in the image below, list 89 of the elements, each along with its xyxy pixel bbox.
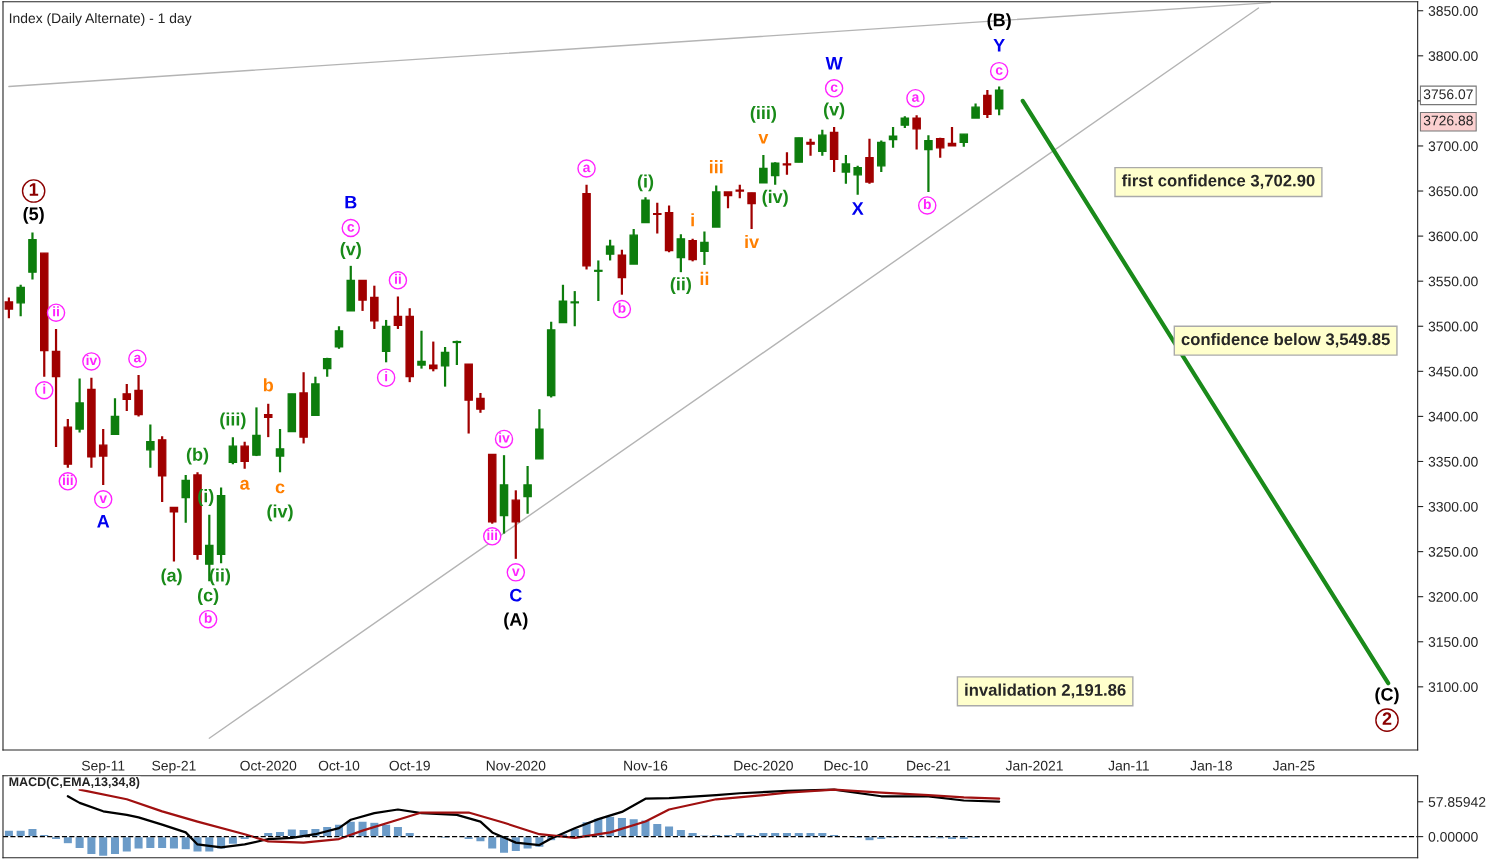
text: Index (Daily Alternate) - 1 day [9, 12, 192, 26]
annotation: (ii) [209, 568, 231, 586]
annotation: (a) [161, 568, 182, 586]
annotation: i [385, 371, 388, 382]
x-tick-label: Dec-21 [907, 760, 951, 771]
annotation: b [204, 612, 212, 623]
annotation: v [512, 568, 520, 576]
y-tick-label: 3550.00 [1428, 276, 1478, 287]
y-tick-label: 3200.00 [1428, 592, 1478, 602]
y-tick-label: 3450.00 [1428, 366, 1478, 377]
x-tick-label: Jan-2021 [1005, 760, 1063, 771]
annotation: (iii) [220, 412, 246, 430]
annotation: a [133, 354, 142, 363]
annotation: ii [53, 306, 59, 317]
annotation: W [825, 57, 843, 70]
annotation: first confidence 3,702.90 [1121, 174, 1315, 189]
annotation: c [347, 224, 355, 232]
annotation: B [345, 195, 357, 209]
x-tick-label: Jan-25 [1272, 760, 1315, 771]
y-tick-label: 3300.00 [1428, 501, 1478, 512]
annotation: (5) [23, 206, 44, 224]
annotation: 2 [1382, 712, 1392, 725]
annotation: iv [499, 432, 510, 443]
x-tick-label: Dec-10 [824, 760, 868, 771]
annotation: 1 [29, 183, 39, 196]
y-tick-label: 3150.00 [1428, 637, 1478, 647]
x-tick-label: Nov-16 [624, 760, 668, 771]
annotation: iii [709, 160, 723, 174]
annotation: (b) [186, 447, 209, 465]
annotation: i [43, 383, 46, 394]
annotation: a [583, 164, 591, 173]
annotation: (ii) [670, 277, 691, 295]
annotation: iv [86, 354, 98, 365]
chart-title: MACD(C,EMA,13,34,8) [9, 777, 140, 789]
annotation: iii [63, 474, 73, 485]
annotation: (v) [823, 102, 845, 120]
annotation: (iv) [267, 504, 293, 522]
y-tick-label: 57.85942 [1428, 797, 1486, 807]
x-tick-label: Sep-11 [81, 760, 125, 774]
y-tick-label: 3850.00 [1428, 6, 1478, 16]
annotation: X [851, 202, 864, 215]
annotation: c [995, 67, 1003, 75]
annotation: (iv) [762, 189, 788, 207]
annotation: c [830, 84, 838, 92]
text: 3756.07 [1423, 89, 1473, 100]
x-tick-label: Nov-2020 [486, 760, 546, 771]
annotation: a [240, 479, 250, 490]
y-tick-label: 0.00000 [1428, 831, 1478, 842]
x-tick-label: Oct-19 [389, 760, 430, 771]
annotation: ii [700, 271, 709, 285]
x-tick-label: Oct-2020 [240, 760, 297, 771]
annotation: invalidation 2,191.86 [965, 683, 1126, 699]
annotation: (C) [1375, 687, 1399, 705]
annotation: b [263, 378, 274, 392]
annotation: a [912, 94, 920, 102]
x-tick-label: Dec-2020 [734, 760, 793, 771]
annotation: ii [395, 273, 401, 284]
y-tick-label: 3700.00 [1428, 141, 1478, 152]
annotation: confidence below 3,549.85 [1181, 332, 1390, 348]
y-tick-label: 3250.00 [1428, 546, 1478, 557]
x-tick-label: Jan-18 [1190, 760, 1232, 771]
y-tick-label: 3350.00 [1428, 456, 1478, 467]
y-tick-label: 3600.00 [1428, 231, 1478, 242]
annotation: iii [487, 529, 498, 540]
annotation: iv [745, 234, 760, 248]
x-tick-label: Sep-21 [152, 760, 196, 774]
annotation: A [97, 515, 110, 528]
annotation: (B) [987, 13, 1011, 30]
annotation: (A) [504, 612, 528, 630]
annotation: v [99, 495, 107, 503]
annotation: c [275, 483, 285, 494]
y-tick-label: 3400.00 [1428, 411, 1478, 422]
annotation: C [510, 588, 522, 602]
annotation: (i) [637, 174, 654, 192]
text: 3726.88 [1423, 115, 1473, 126]
y-tick-label: 3650.00 [1428, 186, 1478, 197]
x-tick-label: Jan-11 [1108, 760, 1149, 771]
annotation: (v) [340, 242, 361, 259]
annotation: b [618, 302, 626, 313]
annotation: i [691, 213, 694, 227]
x-tick-label: Oct-10 [318, 760, 360, 771]
y-tick-label: 3800.00 [1428, 51, 1478, 61]
y-tick-label: 3500.00 [1428, 321, 1478, 332]
annotation: Y [993, 39, 1005, 52]
y-tick-label: 3100.00 [1428, 682, 1478, 693]
annotation: b [923, 198, 931, 210]
annotation: (c) [197, 588, 219, 606]
annotation: v [758, 133, 769, 144]
annotation: (iii) [750, 105, 777, 123]
